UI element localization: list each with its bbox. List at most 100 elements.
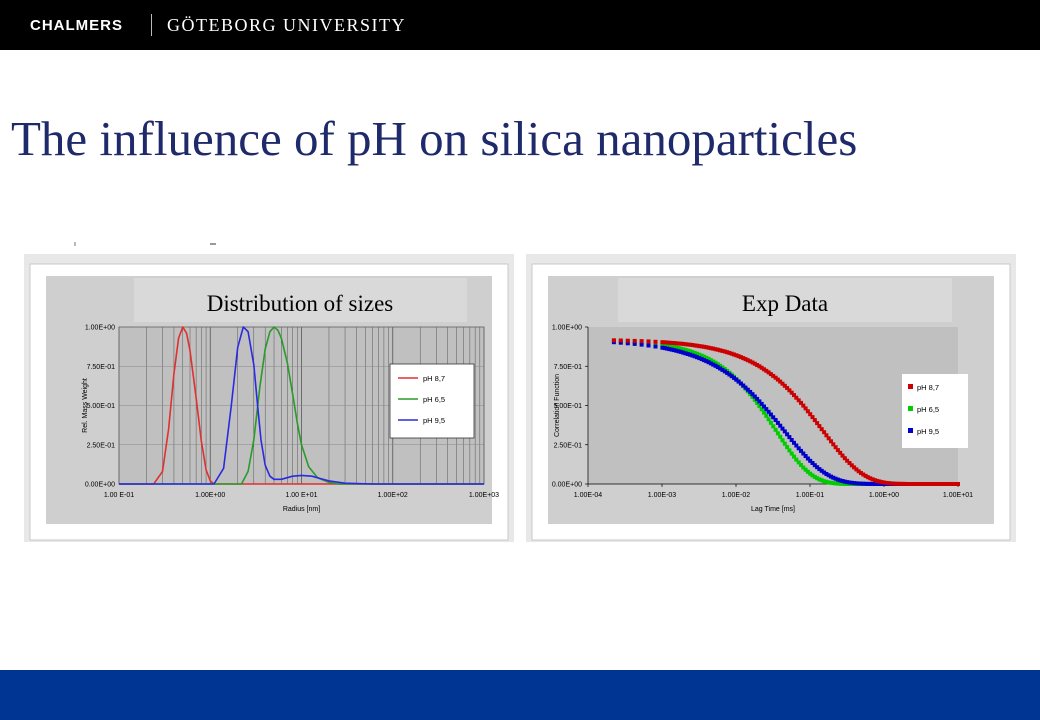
marker-ph95	[729, 374, 734, 379]
marker-ph95	[632, 341, 637, 346]
marker-ph87	[794, 395, 799, 400]
marker-ph65	[833, 481, 838, 486]
marker-ph95	[849, 480, 854, 485]
header-bar: CHALMERS GÖTEBORG UNIVERSITY	[0, 0, 1040, 50]
marker-ph65	[685, 348, 690, 353]
marker-ph95	[653, 344, 658, 349]
marker-ph87	[852, 465, 857, 470]
marker-ph95	[766, 409, 771, 414]
marker-ph95	[842, 479, 847, 484]
marker-ph87	[667, 340, 672, 345]
marker-ph87	[838, 450, 843, 455]
marker-ph87	[639, 339, 644, 344]
y-tick-label: 7.50E-01	[87, 364, 116, 371]
marker-ph87	[771, 373, 776, 378]
marker-ph87	[736, 354, 741, 359]
marker-ph87	[775, 377, 780, 382]
marker-ph87	[755, 363, 760, 367]
marker-ph87	[946, 482, 951, 486]
marker-ph65	[826, 480, 831, 485]
marker-ph87	[676, 341, 681, 346]
marker-ph87	[930, 482, 935, 486]
marker-ph65	[819, 478, 824, 483]
marker-ph87	[759, 365, 764, 370]
marker-ph95	[870, 481, 875, 486]
marker-ph87	[822, 430, 827, 435]
marker-ph87	[889, 481, 893, 486]
chalmers-logo: CHALMERS	[30, 17, 123, 34]
marker-ph95	[676, 349, 681, 354]
marker-ph95	[771, 415, 776, 420]
marker-ph87	[718, 348, 723, 353]
marker-ph87	[757, 364, 762, 369]
marker-ph87	[653, 339, 658, 344]
marker-ph87	[683, 342, 688, 347]
x-tick-label: 1.00E+00	[195, 492, 225, 499]
marker-ph87	[919, 482, 923, 486]
marker-ph95	[646, 343, 651, 348]
marker-ph87	[810, 415, 815, 420]
marker-ph87	[896, 481, 900, 486]
marker-ph87	[743, 357, 748, 362]
marker-ph65	[688, 349, 693, 354]
marker-ph95	[741, 383, 746, 388]
marker-ph87	[833, 445, 838, 450]
marker-ph87	[854, 467, 859, 472]
marker-ph65	[822, 479, 827, 484]
marker-ph87	[944, 482, 949, 486]
x-tick-label: 1.00E-03	[648, 492, 677, 499]
marker-ph95	[671, 348, 676, 353]
marker-ph87	[725, 350, 730, 355]
legend-label: pH 6,5	[423, 395, 445, 404]
marker-ph65	[722, 367, 727, 372]
marker-ph95	[748, 389, 753, 394]
marker-ph87	[923, 482, 928, 486]
legend-label: pH 8,7	[917, 383, 939, 392]
marker-ph95	[840, 479, 845, 483]
marker-ph87	[662, 340, 667, 345]
marker-ph87	[826, 436, 831, 441]
marker-ph87	[787, 388, 792, 393]
marker-ph87	[741, 356, 746, 361]
marker-ph65	[778, 434, 783, 439]
marker-ph87	[877, 479, 882, 484]
chart-svg: 0.00E+00 2.50E-01 5.00E-01 7.50E-01 1.00E+00…	[526, 254, 1016, 542]
marker-ph95	[868, 481, 873, 486]
marker-ph65	[812, 474, 817, 479]
marker-ph65	[697, 352, 702, 357]
legend-swatch	[908, 406, 913, 411]
marker-ph87	[912, 482, 917, 486]
marker-ph87	[762, 367, 766, 372]
marker-ph95	[618, 340, 623, 345]
marker-ph95	[625, 341, 630, 346]
marker-ph87	[805, 409, 810, 414]
marker-ph87	[893, 481, 898, 486]
marker-ph95	[699, 357, 704, 362]
y-axis-label: Rel. Mass Weight	[82, 378, 89, 433]
x-tick-label: 1.00E-04	[574, 492, 603, 499]
marker-ph65	[683, 347, 688, 352]
marker-ph95	[861, 481, 866, 486]
marker-ph87	[711, 346, 716, 351]
marker-ph95	[752, 394, 757, 399]
marker-ph95	[796, 446, 801, 451]
marker-ph87	[745, 358, 750, 363]
marker-ph95	[856, 481, 861, 486]
marker-ph65	[773, 427, 778, 432]
marker-ph95	[727, 372, 732, 377]
marker-ph87	[695, 343, 699, 348]
marker-ph95	[780, 426, 785, 431]
marker-ph95	[669, 347, 674, 352]
legend: pH 8,7 pH 6,5 pH 9,5	[389, 363, 475, 439]
marker-ph95	[718, 366, 723, 371]
marker-ph87	[681, 341, 686, 346]
x-tick-label: 1.00E+03	[469, 492, 499, 499]
marker-ph95	[759, 401, 764, 406]
marker-ph87	[949, 482, 954, 486]
marker-ph95	[785, 432, 790, 437]
y-tick-label: 0.00E+00	[552, 482, 582, 489]
banner-bg	[134, 278, 467, 322]
marker-ph87	[789, 390, 794, 395]
gu-logo: GÖTEBORG UNIVERSITY	[167, 15, 406, 35]
marker-ph87	[752, 361, 757, 366]
